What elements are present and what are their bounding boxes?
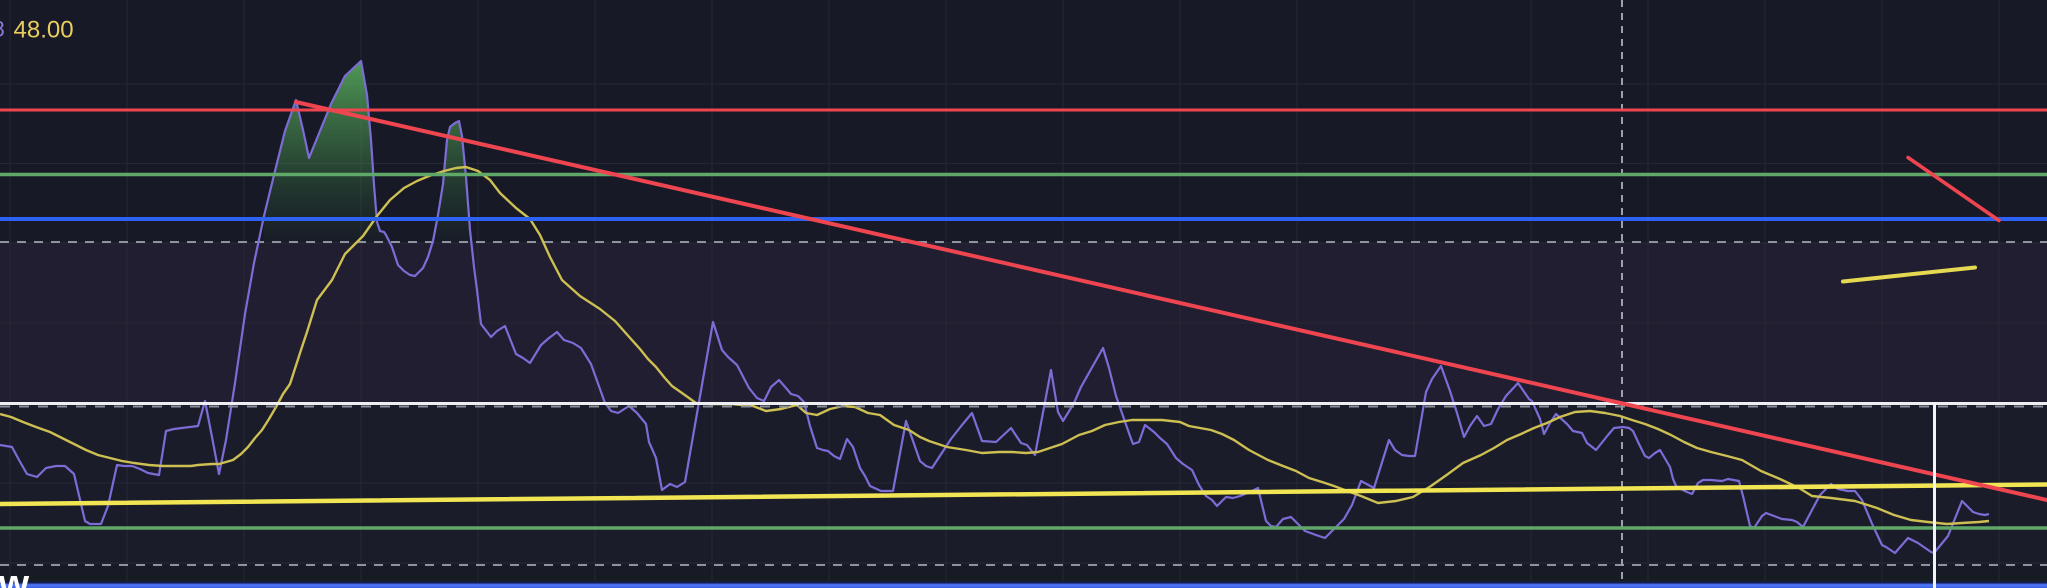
- svg-text:48.00: 48.00: [14, 17, 74, 44]
- svg-text:ew: ew: [0, 563, 30, 588]
- svg-text:8: 8: [0, 17, 5, 42]
